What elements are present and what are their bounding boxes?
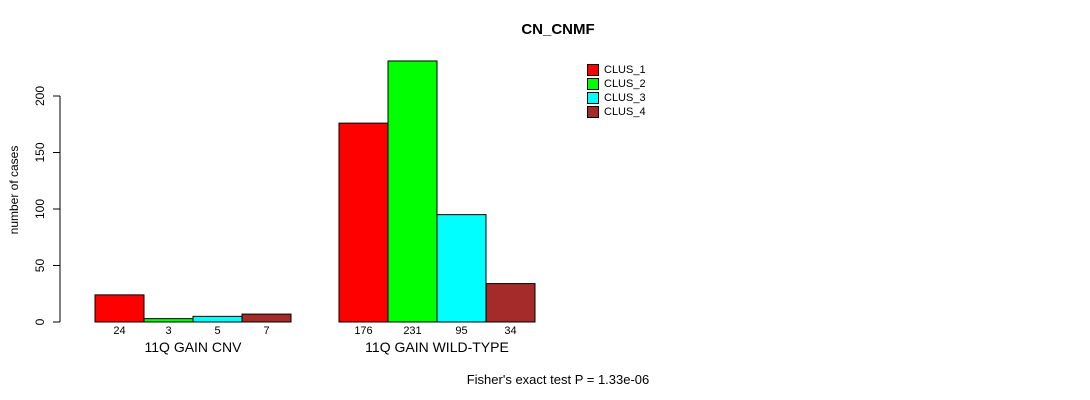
y-axis-tick-label: 100 <box>33 199 47 219</box>
legend-label: CLUS_2 <box>604 78 646 90</box>
bar-value-label: 3 <box>165 325 171 337</box>
group-label: 11Q GAIN WILD-TYPE <box>365 339 509 355</box>
y-axis-title: number of cases <box>7 146 21 235</box>
legend-label: CLUS_3 <box>604 92 646 104</box>
group-label: 11Q GAIN CNV <box>145 339 243 355</box>
legend-item: CLUS_1 <box>587 63 646 77</box>
bar-value-label: 7 <box>263 325 269 337</box>
chart-legend: CLUS_1 CLUS_2 CLUS_3 CLUS_4 <box>587 63 646 119</box>
y-axis-tick-label: 50 <box>33 259 47 273</box>
annotation-text: Fisher's exact test P = 1.33e-06 <box>466 372 650 387</box>
bar-value-label: 24 <box>113 325 125 337</box>
chart-title: CN_CNMF <box>521 21 595 38</box>
bar-clus_4-group1 <box>241 313 292 323</box>
legend-label: CLUS_4 <box>604 106 646 118</box>
bar-value-label: 5 <box>214 325 220 337</box>
bar-clus_3-group1 <box>192 315 243 323</box>
legend-swatch <box>587 78 599 90</box>
legend-swatch <box>587 92 599 104</box>
legend-item: CLUS_4 <box>587 105 646 119</box>
bar-clus_1-group1 <box>94 294 145 323</box>
legend-swatch <box>587 106 599 118</box>
legend-item: CLUS_3 <box>587 91 646 105</box>
bar-value-label: 34 <box>504 325 516 337</box>
legend-swatch <box>587 64 599 76</box>
legend-label: CLUS_1 <box>604 64 646 76</box>
bar-value-label: 176 <box>354 325 372 337</box>
bar-clus_4-group2 <box>485 283 536 323</box>
y-axis-tick-label: 150 <box>33 142 47 162</box>
bar-clus_2-group2 <box>387 60 438 323</box>
y-axis-tick-label: 200 <box>33 86 47 106</box>
y-axis-tick-label: 0 <box>33 318 47 325</box>
legend-item: CLUS_2 <box>587 77 646 91</box>
bar-clus_2-group1 <box>143 318 194 323</box>
bar-clus_1-group2 <box>338 122 389 323</box>
bar-clus_3-group2 <box>436 214 487 323</box>
bar-value-label: 231 <box>403 325 421 337</box>
bar-value-label: 95 <box>455 325 467 337</box>
